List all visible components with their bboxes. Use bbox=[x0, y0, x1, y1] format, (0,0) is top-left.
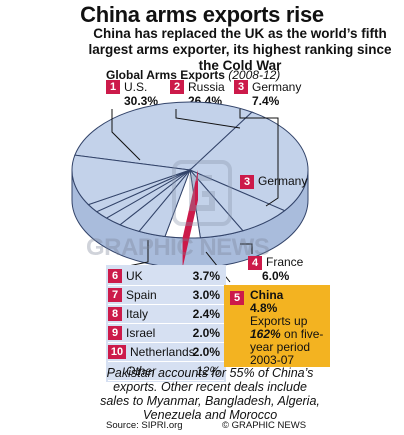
legend-label: U.S. bbox=[124, 80, 148, 94]
china-label: China bbox=[250, 288, 284, 302]
graphic-news-logo-watermark bbox=[172, 160, 232, 226]
rank-badge: 6 bbox=[108, 269, 122, 283]
country-value: 2.0% bbox=[192, 326, 220, 340]
rank-badge: 1 bbox=[106, 80, 120, 94]
legend-label: Germany bbox=[252, 80, 302, 94]
section-heading-text: Global Arms Exports bbox=[106, 68, 225, 82]
china-highlight-box: 5 China 4.8% Exports up 162% on five-yea… bbox=[224, 285, 330, 367]
rank-badge: 10 bbox=[108, 345, 126, 359]
table-row: 8 Italy 2.4% bbox=[108, 305, 224, 324]
table-row: 7 Spain 3.0% bbox=[108, 286, 224, 305]
leader-us bbox=[111, 109, 141, 161]
chart-subtitle: China has replaced the UK as the world’s… bbox=[88, 26, 392, 73]
chart-title: China arms exports rise bbox=[80, 2, 324, 27]
rank-badge: 8 bbox=[108, 307, 122, 321]
rank-badge: 2 bbox=[170, 80, 184, 94]
china-note: Exports up 162% on five-year period 2003… bbox=[250, 314, 323, 367]
table-row: 10 Netherlands 2.0% bbox=[108, 343, 224, 362]
rank-badge: 9 bbox=[108, 326, 122, 340]
country-value: 3.0% bbox=[192, 288, 220, 302]
china-note-suffix: on five-year period 2003-07 bbox=[250, 327, 324, 367]
callout-value: 6.0% bbox=[262, 269, 290, 283]
rank-badge: 7 bbox=[108, 288, 122, 302]
country-name: UK bbox=[126, 269, 143, 283]
country-name: Spain bbox=[126, 288, 157, 302]
other-label: Other bbox=[126, 364, 157, 378]
legend-us: 1 U.S. 30.3% bbox=[106, 80, 158, 108]
leader-france bbox=[240, 243, 253, 254]
callout-label: Germany bbox=[258, 174, 308, 188]
copyright-credit: © GRAPHIC NEWS bbox=[222, 420, 307, 431]
table-row: 6 UK 3.7% bbox=[108, 267, 224, 286]
legend-value: 30.3% bbox=[124, 94, 159, 108]
callout-france: 4 France 6.0% bbox=[248, 256, 303, 283]
country-value: 3.7% bbox=[192, 269, 220, 283]
pie-slice-china-highlight bbox=[182, 170, 198, 268]
section-heading: Global Arms Exports (2008-12) bbox=[106, 68, 280, 82]
country-value: 2.0% bbox=[192, 345, 220, 359]
other-value: 12% bbox=[195, 364, 220, 378]
china-value: 4.8% bbox=[250, 301, 278, 315]
legend-germany: 3 Germany 7.4% bbox=[234, 80, 301, 108]
callout-label: France bbox=[266, 255, 304, 269]
source-credit: Source: SIPRI.org bbox=[106, 420, 183, 431]
table-row-other: Other 12% bbox=[108, 362, 224, 381]
legend-value: 7.4% bbox=[252, 94, 280, 108]
country-name: Israel bbox=[126, 326, 156, 340]
rank-badge: 3 bbox=[234, 80, 248, 94]
callout-germany: 3 Germany bbox=[240, 175, 307, 189]
watermark-text: GRAPHIC NEWS bbox=[86, 234, 270, 261]
rank-badge: 5 bbox=[230, 291, 244, 305]
china-note-highlight: 162% bbox=[250, 327, 281, 341]
country-value: 2.4% bbox=[192, 307, 220, 321]
china-note-prefix: Exports up bbox=[250, 314, 308, 328]
table-row: 9 Israel 2.0% bbox=[108, 324, 224, 343]
country-name: Italy bbox=[126, 307, 149, 321]
rank-badge: 3 bbox=[240, 175, 254, 189]
leader-germany bbox=[239, 109, 279, 207]
rank-badge: 4 bbox=[248, 256, 262, 270]
pie-slice-other bbox=[71, 154, 191, 206]
exporters-table: 6 UK 3.7% 7 Spain 3.0% 8 Italy 2.4% 9 Is… bbox=[106, 265, 226, 382]
country-name: Netherlands bbox=[130, 345, 195, 359]
leader-russia bbox=[175, 109, 241, 129]
legend-label: Russia bbox=[188, 80, 225, 94]
footnote: Pakistan accounts for 55% of China’s exp… bbox=[100, 366, 320, 422]
period-label: (2008-12) bbox=[228, 68, 281, 82]
